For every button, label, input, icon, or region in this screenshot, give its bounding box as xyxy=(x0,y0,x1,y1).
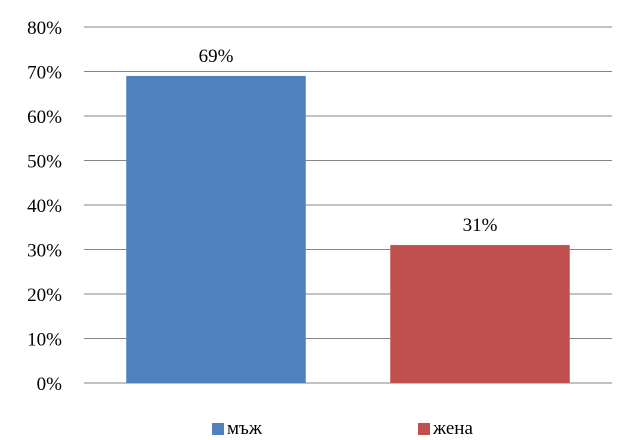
y-tick-label: 70% xyxy=(27,63,62,84)
bar-female xyxy=(390,245,570,383)
legend-label-female: жена xyxy=(433,418,473,439)
legend-label-male: мъж xyxy=(227,418,262,439)
legend-item-female: жена xyxy=(418,418,473,440)
legend-swatch-male xyxy=(212,423,224,435)
y-tick-label: 30% xyxy=(27,241,62,262)
y-tick-label: 0% xyxy=(37,374,63,395)
y-axis: 0% 10% 20% 30% 40% 50% 60% 70% 80% xyxy=(27,18,62,395)
y-tick-label: 10% xyxy=(27,330,62,351)
legend-item-male: мъж xyxy=(212,418,262,440)
bars xyxy=(126,75,570,383)
y-tick-label: 60% xyxy=(27,107,62,128)
y-tick-label: 80% xyxy=(27,18,62,39)
data-labels: 69% 31% xyxy=(199,46,498,236)
data-label-male: 69% xyxy=(199,46,234,67)
y-tick-label: 20% xyxy=(27,285,62,306)
y-tick-label: 50% xyxy=(27,152,62,173)
y-tick-label: 40% xyxy=(27,196,62,217)
bar-chart: 0% 10% 20% 30% 40% 50% 60% 70% 80% 69% 31% xyxy=(27,18,612,395)
bar-male xyxy=(126,75,306,383)
legend: мъж жена xyxy=(0,418,624,440)
data-label-female: 31% xyxy=(463,215,498,236)
legend-swatch-female xyxy=(418,423,430,435)
